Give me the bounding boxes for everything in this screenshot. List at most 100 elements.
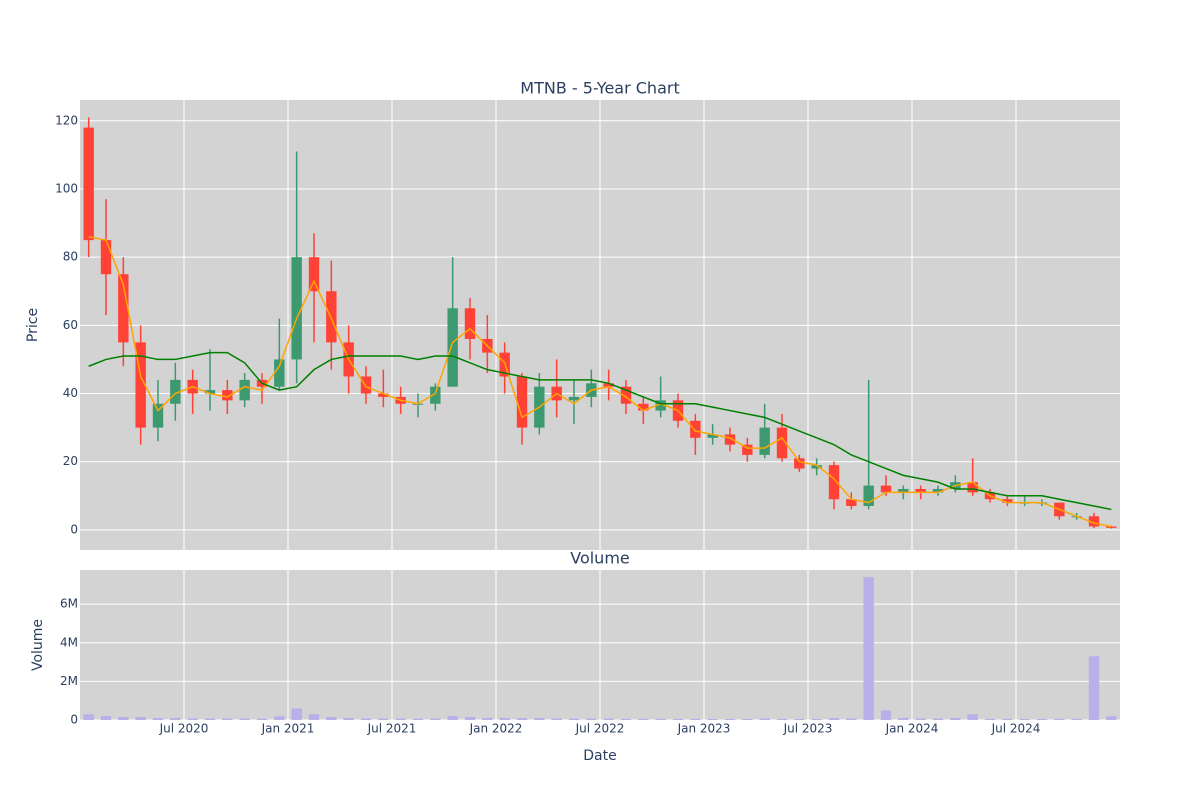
- volume-bar: [620, 718, 632, 720]
- candle-body: [620, 386, 632, 404]
- volume-bar: [482, 718, 493, 720]
- y-tick-label: 40: [63, 386, 78, 400]
- volume-bar: [898, 718, 909, 720]
- candle-body: [880, 485, 892, 493]
- candle-body: [655, 400, 666, 411]
- candle-body: [83, 127, 94, 241]
- volume-bar: [516, 718, 528, 720]
- y-tick-label: 20: [63, 454, 78, 468]
- x-axis-title: Date: [583, 748, 616, 764]
- y-tick-label: 100: [55, 181, 78, 195]
- volume-bar: [724, 719, 736, 720]
- volume-bar: [707, 719, 718, 720]
- volume-bar: [638, 718, 649, 720]
- candle-body: [1106, 526, 1117, 528]
- y-axis-title: Volume: [30, 619, 46, 671]
- volume-bar: [274, 716, 285, 720]
- volume-bar: [586, 718, 597, 720]
- volume-bar: [880, 710, 892, 720]
- moving-average-line: [88, 235, 1112, 528]
- candle-body: [360, 376, 372, 394]
- volume-bar: [1019, 719, 1030, 720]
- x-tick-label: Jul 2021: [367, 722, 417, 736]
- candle-body: [967, 482, 978, 493]
- candle-body: [932, 488, 944, 493]
- volume-bar: [672, 718, 684, 720]
- volume-bar: [256, 718, 268, 720]
- volume-bar: [794, 719, 805, 720]
- candle-body: [378, 393, 389, 397]
- volume-bar: [135, 717, 146, 720]
- y-axis-title: Price: [25, 308, 41, 342]
- volume-bar: [222, 718, 233, 720]
- candle-body: [638, 403, 649, 411]
- candle-body: [447, 308, 458, 387]
- volume-bar: [915, 718, 926, 720]
- candle-body: [568, 396, 580, 401]
- volume-title: Volume: [570, 549, 630, 568]
- candle-body: [291, 257, 302, 360]
- volume-bar: [239, 718, 250, 720]
- volume-bar: [83, 714, 94, 720]
- volume-bar: [152, 718, 164, 720]
- y-tick-label: 120: [55, 113, 78, 127]
- candle-body: [516, 376, 528, 428]
- y-tick-label: 4M: [60, 635, 78, 649]
- y-tick-label: 0: [70, 522, 78, 536]
- volume-bar: [499, 718, 510, 720]
- candle-body: [1002, 499, 1013, 503]
- volume-bar: [534, 718, 545, 720]
- candle-body: [690, 420, 701, 438]
- candle-body: [828, 465, 840, 500]
- candle-body: [274, 359, 285, 387]
- y-tick-label: 2M: [60, 674, 78, 688]
- candle-body: [239, 379, 250, 401]
- candle-body: [811, 465, 822, 469]
- volume-bar: [430, 718, 441, 720]
- volume-bar: [308, 714, 320, 720]
- volume-bar: [291, 708, 302, 720]
- x-tick-label: Jan 2021: [261, 722, 315, 736]
- volume-bar: [690, 718, 701, 720]
- candle-body: [846, 499, 857, 507]
- candle-body: [308, 257, 320, 292]
- y-tick-label: 60: [63, 318, 78, 332]
- x-tick-label: Jul 2020: [159, 722, 209, 736]
- volume-bar: [603, 718, 614, 720]
- volume-bar: [742, 719, 753, 720]
- candle-body: [915, 488, 926, 493]
- candle-body: [152, 403, 164, 428]
- volume-bar: [1071, 718, 1082, 720]
- candle-body: [707, 434, 718, 438]
- volume-bar: [326, 717, 337, 720]
- volume-bar: [551, 718, 562, 720]
- volume-bar: [378, 718, 389, 720]
- volume-bar: [204, 718, 216, 720]
- volume-bar: [170, 718, 181, 720]
- volume-bar: [464, 717, 476, 720]
- volume-bar: [568, 718, 580, 720]
- x-tick-label: Jan 2022: [469, 722, 523, 736]
- candle-body: [430, 386, 441, 404]
- volume-bar: [118, 717, 129, 720]
- volume-bar: [828, 718, 840, 720]
- volume-bar: [447, 716, 458, 720]
- volume-bar: [655, 718, 666, 720]
- volume-bar: [187, 718, 198, 720]
- volume-bar: [776, 718, 788, 720]
- volume-bar: [360, 718, 372, 720]
- candle-body: [1088, 516, 1100, 527]
- candle-body: [794, 458, 805, 469]
- candle-body: [724, 434, 736, 445]
- x-tick-label: Jan 2024: [885, 722, 939, 736]
- candle-body: [898, 488, 909, 493]
- candle-body: [603, 383, 614, 387]
- volume-bar: [395, 718, 406, 720]
- candle-body: [863, 485, 874, 507]
- volume-bar: [984, 718, 996, 720]
- volume-bar: [863, 577, 874, 720]
- volume-bar: [1054, 718, 1065, 720]
- candle-body: [170, 379, 181, 404]
- candle-body: [742, 444, 753, 455]
